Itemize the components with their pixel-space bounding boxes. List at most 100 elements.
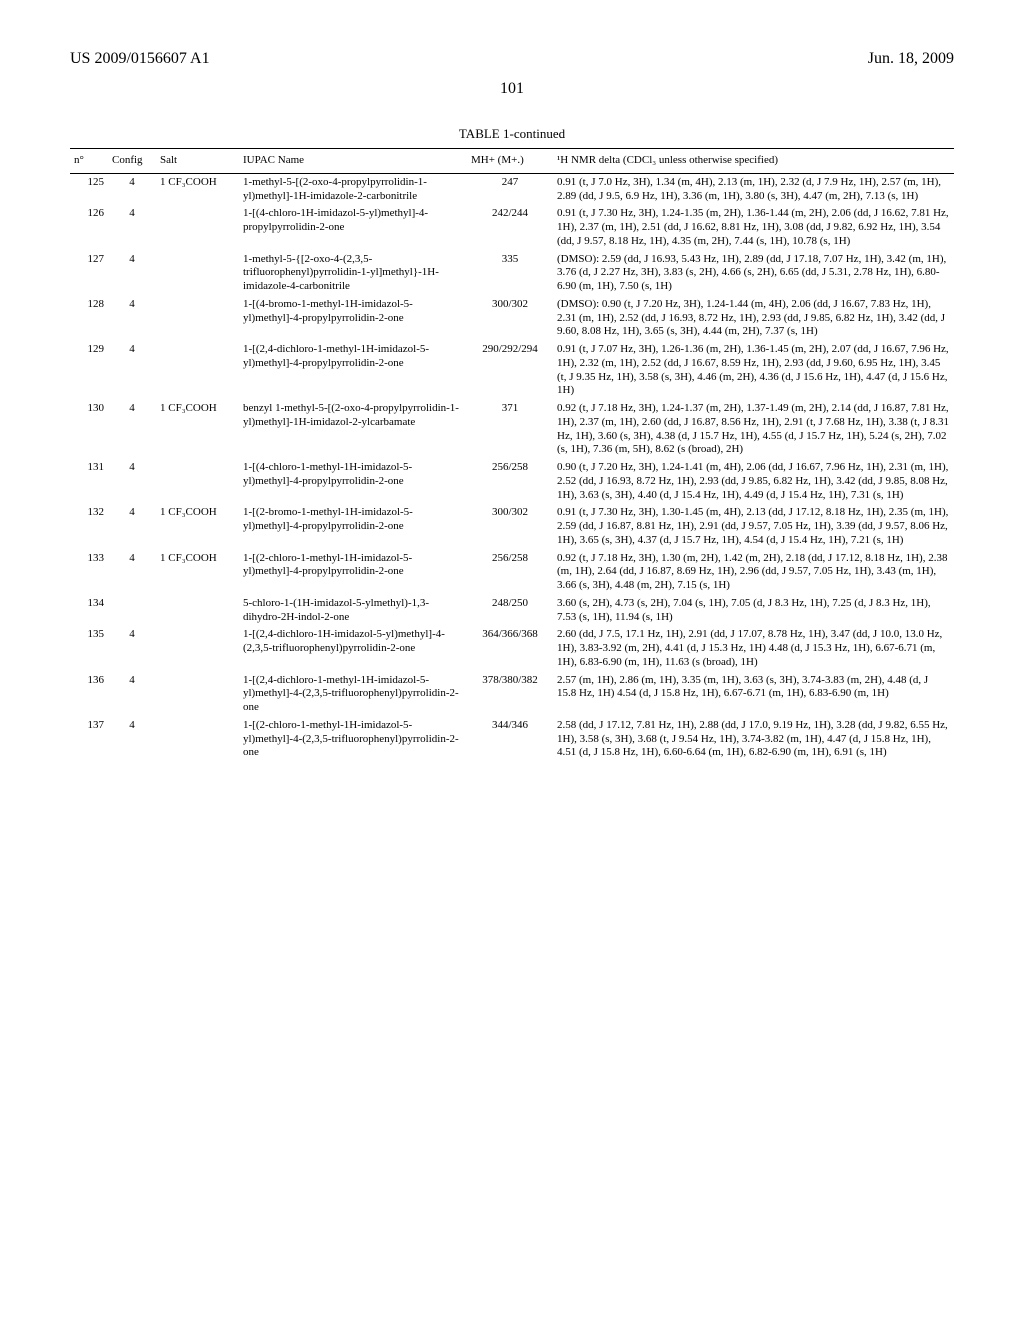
table-title: TABLE 1-continued <box>70 126 954 142</box>
col-header-nmr: ¹H NMR delta (CDCl₃ unless otherwise spe… <box>553 149 954 174</box>
cell-iupac: 1-[(4-bromo-1-methyl-1H-imidazol-5-yl)me… <box>239 296 467 341</box>
cell-salt <box>156 251 239 296</box>
table-row: 13341 CF₃COOH1-[(2-chloro-1-methyl-1H-im… <box>70 550 954 595</box>
cell-config: 4 <box>108 341 156 400</box>
cell-iupac: 1-[(4-chloro-1-methyl-1H-imidazol-5-yl)m… <box>239 459 467 504</box>
cell-config: 4 <box>108 205 156 250</box>
col-header-iupac: IUPAC Name <box>239 149 467 174</box>
cell-n: 128 <box>70 296 108 341</box>
cell-nmr: 2.60 (dd, J 7.5, 17.1 Hz, 1H), 2.91 (dd,… <box>553 626 954 671</box>
cell-mh: 378/380/382 <box>467 672 553 717</box>
cell-iupac: 1-[(4-chloro-1H-imidazol-5-yl)methyl]-4-… <box>239 205 467 250</box>
col-header-config: Config <box>108 149 156 174</box>
cell-config: 4 <box>108 459 156 504</box>
cell-iupac: 1-[(2,4-dichloro-1H-imidazol-5-yl)methyl… <box>239 626 467 671</box>
table-row: 1354 1-[(2,4-dichloro-1H-imidazol-5-yl)me… <box>70 626 954 671</box>
cell-n: 134 <box>70 595 108 627</box>
table-row: 1364 1-[(2,4-dichloro-1-methyl-1H-imidazo… <box>70 672 954 717</box>
cell-mh: 256/258 <box>467 550 553 595</box>
table-row: 13041 CF₃COOHbenzyl 1-methyl-5-[(2-oxo-4… <box>70 400 954 459</box>
cell-n: 132 <box>70 504 108 549</box>
cell-iupac: 1-[(2-bromo-1-methyl-1H-imidazol-5-yl)me… <box>239 504 467 549</box>
cell-nmr: 0.91 (t, J 7.30 Hz, 3H), 1.24-1.35 (m, 2… <box>553 205 954 250</box>
col-header-mh: MH+ (M+.) <box>467 149 553 174</box>
table-row: 1314 1-[(4-chloro-1-methyl-1H-imidazol-5-… <box>70 459 954 504</box>
cell-n: 125 <box>70 173 108 205</box>
cell-nmr: 0.90 (t, J 7.20 Hz, 3H), 1.24-1.41 (m, 4… <box>553 459 954 504</box>
cell-mh: 364/366/368 <box>467 626 553 671</box>
table-header-row: n° Config Salt IUPAC Name MH+ (M+.) ¹H N… <box>70 149 954 174</box>
table-body: 12541 CF₃COOH1-methyl-5-[(2-oxo-4-propyl… <box>70 173 954 762</box>
cell-iupac: benzyl 1-methyl-5-[(2-oxo-4-propylpyrrol… <box>239 400 467 459</box>
patent-number: US 2009/0156607 A1 <box>70 50 210 68</box>
cell-mh: 371 <box>467 400 553 459</box>
publication-date: Jun. 18, 2009 <box>868 50 954 68</box>
cell-n: 133 <box>70 550 108 595</box>
cell-salt: 1 CF₃COOH <box>156 550 239 595</box>
col-header-salt: Salt <box>156 149 239 174</box>
cell-salt <box>156 595 239 627</box>
page: US 2009/0156607 A1 Jun. 18, 2009 101 TAB… <box>0 0 1024 1320</box>
table-row: 13241 CF₃COOH1-[(2-bromo-1-methyl-1H-imi… <box>70 504 954 549</box>
table-row: 1274 1-methyl-5-{[2-oxo-4-(2,3,5-trifluor… <box>70 251 954 296</box>
cell-mh: 248/250 <box>467 595 553 627</box>
cell-mh: 300/302 <box>467 504 553 549</box>
cell-n: 136 <box>70 672 108 717</box>
cell-config <box>108 595 156 627</box>
cell-nmr: 2.57 (m, 1H), 2.86 (m, 1H), 3.35 (m, 1H)… <box>553 672 954 717</box>
cell-config: 4 <box>108 626 156 671</box>
cell-mh: 256/258 <box>467 459 553 504</box>
cell-iupac: 1-methyl-5-[(2-oxo-4-propylpyrrolidin-1-… <box>239 173 467 205</box>
cell-n: 135 <box>70 626 108 671</box>
cell-n: 126 <box>70 205 108 250</box>
cell-n: 131 <box>70 459 108 504</box>
cell-mh: 290/292/294 <box>467 341 553 400</box>
cell-config: 4 <box>108 251 156 296</box>
compound-table: n° Config Salt IUPAC Name MH+ (M+.) ¹H N… <box>70 148 954 762</box>
cell-iupac: 1-[(2,4-dichloro-1-methyl-1H-imidazol-5-… <box>239 341 467 400</box>
table-row: 1264 1-[(4-chloro-1H-imidazol-5-yl)methyl… <box>70 205 954 250</box>
cell-mh: 242/244 <box>467 205 553 250</box>
cell-salt <box>156 341 239 400</box>
page-number: 101 <box>70 80 954 98</box>
cell-iupac: 1-methyl-5-{[2-oxo-4-(2,3,5-trifluorophe… <box>239 251 467 296</box>
cell-config: 4 <box>108 173 156 205</box>
cell-mh: 335 <box>467 251 553 296</box>
cell-config: 4 <box>108 550 156 595</box>
cell-nmr: 0.91 (t, J 7.07 Hz, 3H), 1.26-1.36 (m, 2… <box>553 341 954 400</box>
cell-salt: 1 CF₃COOH <box>156 173 239 205</box>
cell-nmr: 0.92 (t, J 7.18 Hz, 3H), 1.24-1.37 (m, 2… <box>553 400 954 459</box>
cell-nmr: 2.58 (dd, J 17.12, 7.81 Hz, 1H), 2.88 (d… <box>553 717 954 762</box>
cell-salt: 1 CF₃COOH <box>156 400 239 459</box>
cell-n: 127 <box>70 251 108 296</box>
cell-n: 130 <box>70 400 108 459</box>
cell-iupac: 5-chloro-1-(1H-imidazol-5-ylmethyl)-1,3-… <box>239 595 467 627</box>
cell-mh: 344/346 <box>467 717 553 762</box>
cell-nmr: 0.92 (t, J 7.18 Hz, 3H), 1.30 (m, 2H), 1… <box>553 550 954 595</box>
table-row: 134 5-chloro-1-(1H-imidazol-5-ylmethyl)-1… <box>70 595 954 627</box>
cell-iupac: 1-[(2,4-dichloro-1-methyl-1H-imidazol-5-… <box>239 672 467 717</box>
cell-config: 4 <box>108 400 156 459</box>
cell-salt <box>156 672 239 717</box>
cell-salt <box>156 205 239 250</box>
cell-config: 4 <box>108 504 156 549</box>
table-row: 12941-[(2,4-dichloro-1-methyl-1H-imidazo… <box>70 341 954 400</box>
cell-config: 4 <box>108 672 156 717</box>
cell-nmr: 0.91 (t, J 7.0 Hz, 3H), 1.34 (m, 4H), 2.… <box>553 173 954 205</box>
cell-nmr: 3.60 (s, 2H), 4.73 (s, 2H), 7.04 (s, 1H)… <box>553 595 954 627</box>
table-row: 12841-[(4-bromo-1-methyl-1H-imidazol-5-y… <box>70 296 954 341</box>
cell-nmr: (DMSO): 2.59 (dd, J 16.93, 5.43 Hz, 1H),… <box>553 251 954 296</box>
cell-nmr: (DMSO): 0.90 (t, J 7.20 Hz, 3H), 1.24-1.… <box>553 296 954 341</box>
cell-salt <box>156 717 239 762</box>
cell-n: 137 <box>70 717 108 762</box>
cell-nmr: 0.91 (t, J 7.30 Hz, 3H), 1.30-1.45 (m, 4… <box>553 504 954 549</box>
cell-mh: 247 <box>467 173 553 205</box>
col-header-n: n° <box>70 149 108 174</box>
table-row: 12541 CF₃COOH1-methyl-5-[(2-oxo-4-propyl… <box>70 173 954 205</box>
cell-salt <box>156 626 239 671</box>
cell-salt <box>156 459 239 504</box>
cell-mh: 300/302 <box>467 296 553 341</box>
page-header: US 2009/0156607 A1 Jun. 18, 2009 <box>70 50 954 68</box>
cell-iupac: 1-[(2-chloro-1-methyl-1H-imidazol-5-yl)m… <box>239 717 467 762</box>
table-row: 13741-[(2-chloro-1-methyl-1H-imidazol-5-… <box>70 717 954 762</box>
